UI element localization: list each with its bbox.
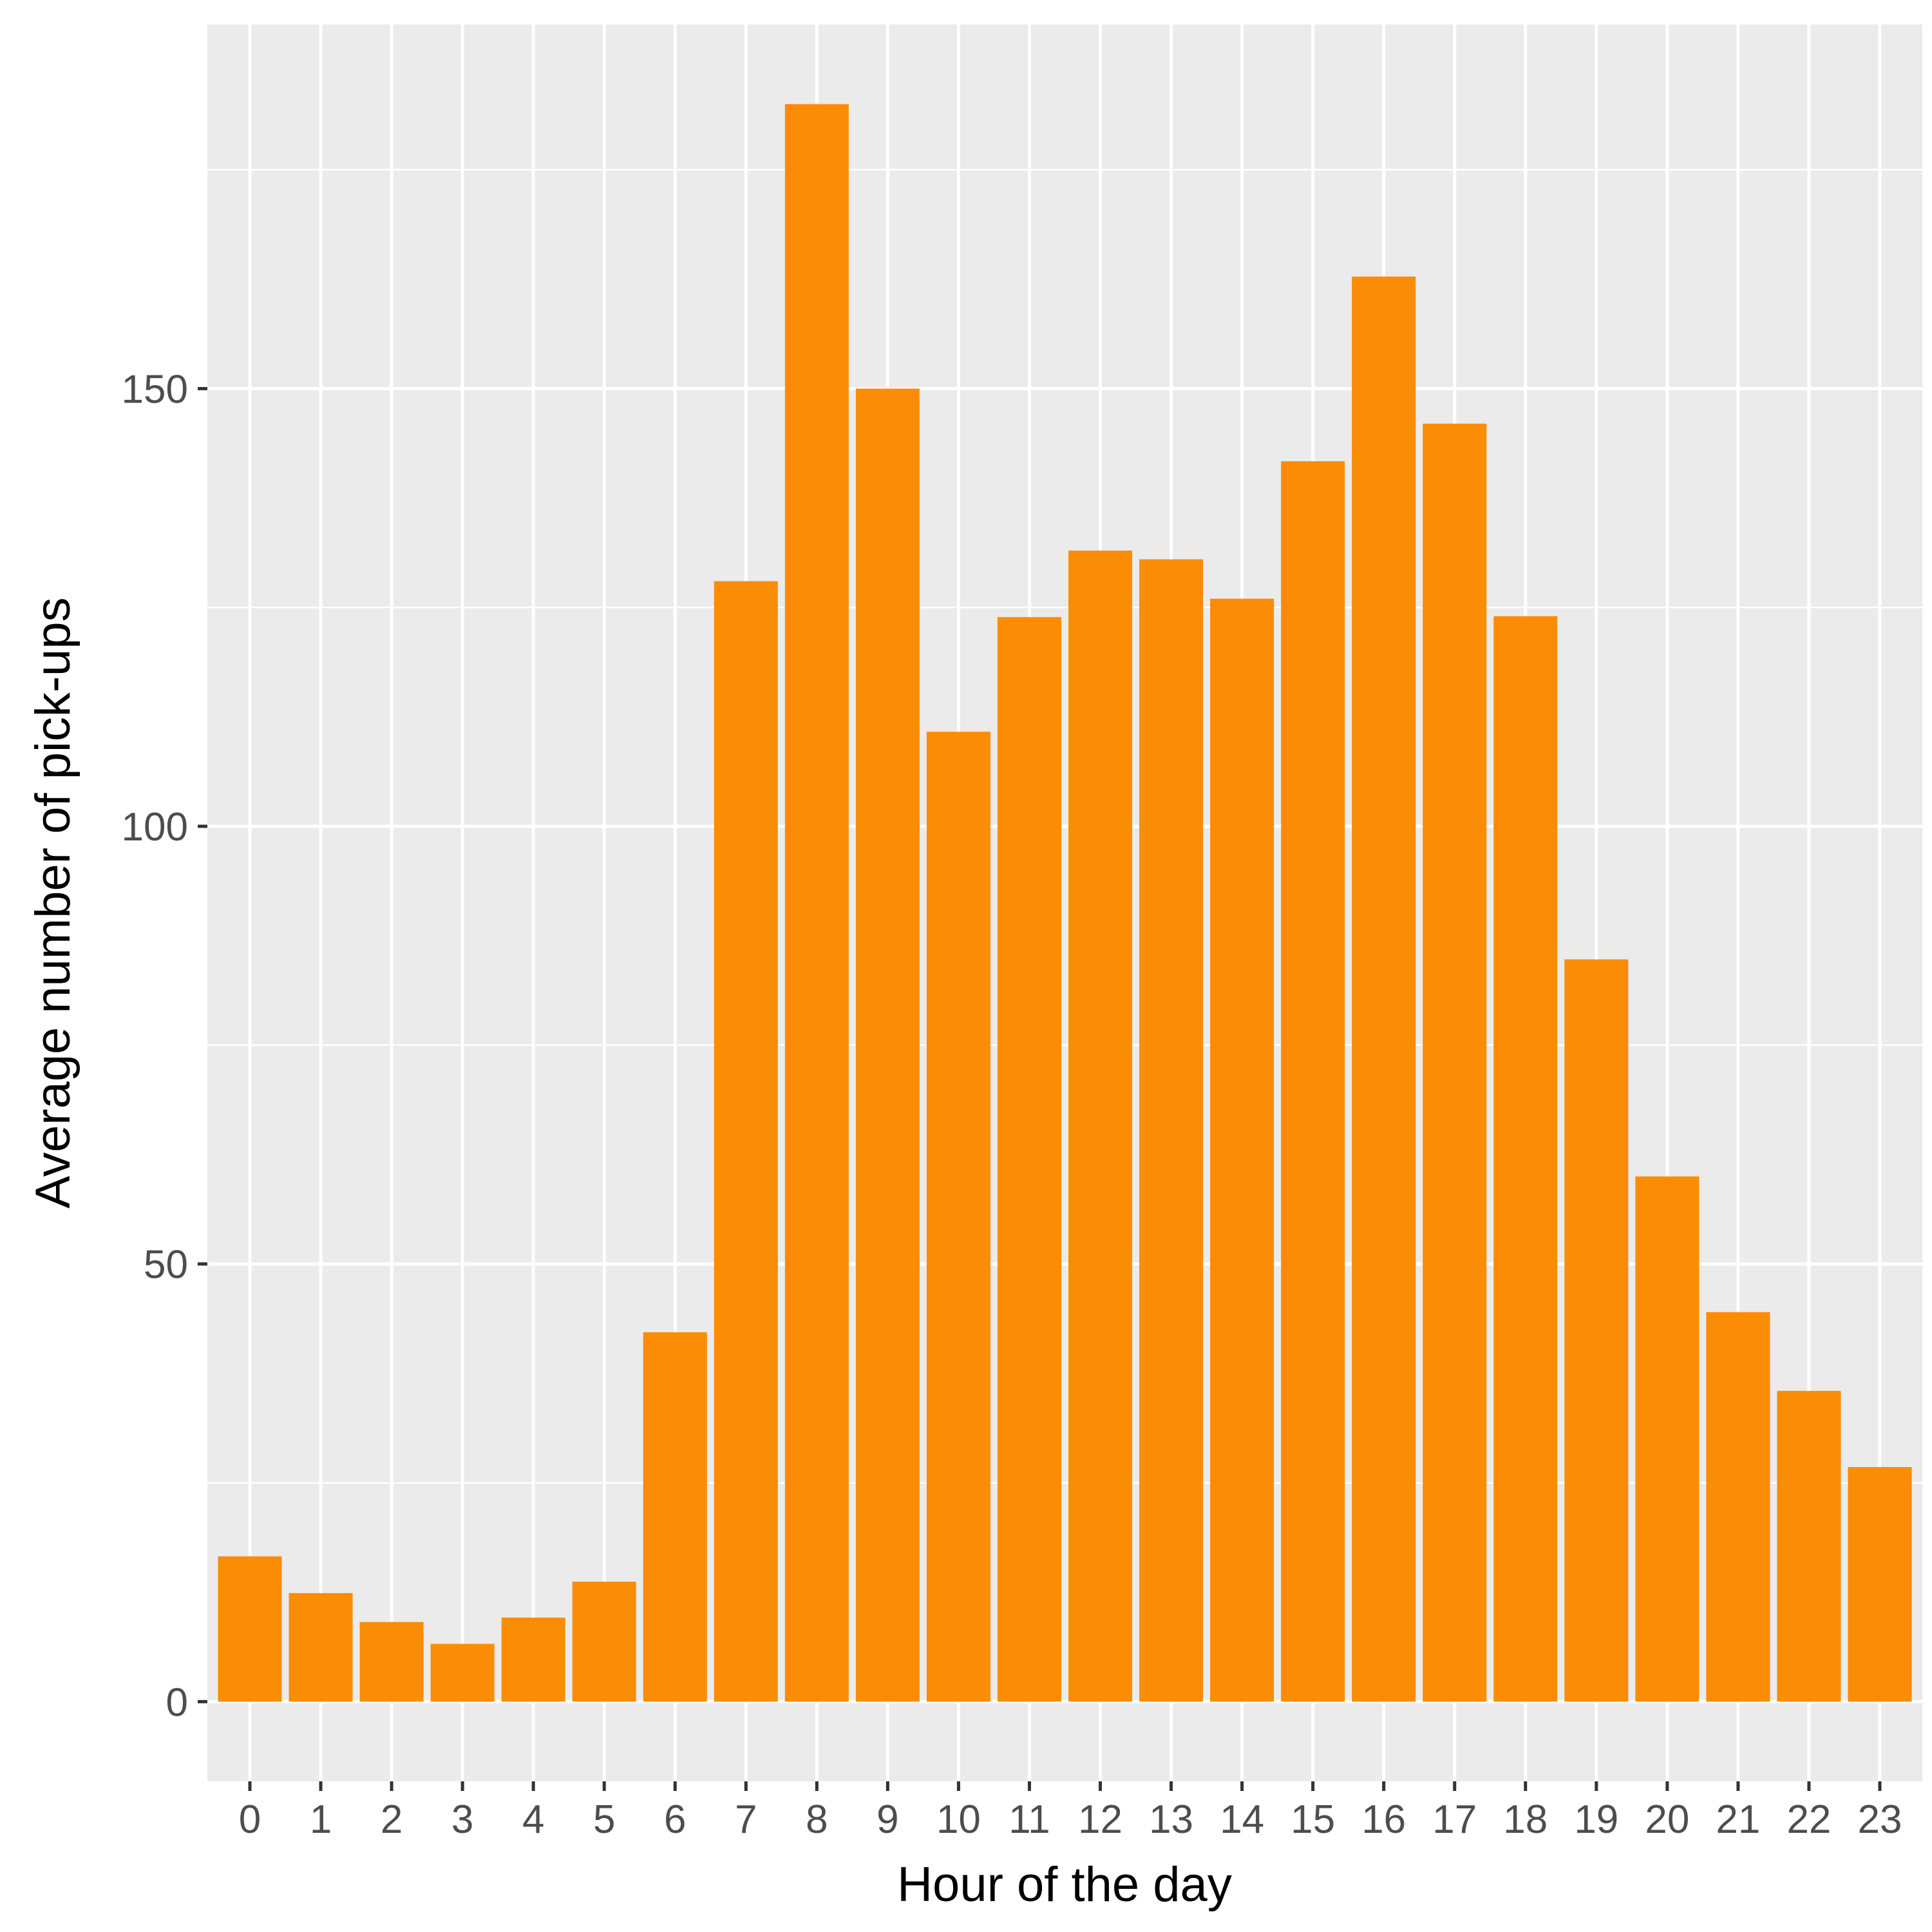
bar-hour-14 (1210, 598, 1274, 1702)
bar-hour-17 (1423, 423, 1487, 1702)
x-tick-label: 18 (1503, 1797, 1548, 1842)
x-tick-label: 23 (1857, 1797, 1902, 1842)
y-tick-label: 0 (166, 1680, 188, 1725)
y-tick-label: 100 (122, 805, 188, 849)
bar-hour-0 (218, 1556, 282, 1702)
bar-hour-13 (1139, 559, 1204, 1702)
bar-hour-19 (1564, 959, 1629, 1702)
x-tick-label: 0 (239, 1797, 261, 1842)
bar-hour-9 (855, 388, 920, 1702)
bar-hour-12 (1068, 550, 1133, 1702)
x-tick-label: 8 (806, 1797, 828, 1842)
x-tick-label: 2 (381, 1797, 402, 1842)
x-tick-label: 16 (1361, 1797, 1406, 1842)
bar-hour-3 (430, 1643, 495, 1702)
bar-hour-10 (926, 732, 990, 1702)
x-tick-label: 20 (1645, 1797, 1689, 1842)
x-tick-label: 6 (664, 1797, 686, 1842)
x-tick-label: 14 (1220, 1797, 1264, 1842)
x-tick-label: 22 (1786, 1797, 1831, 1842)
bar-hour-4 (501, 1617, 565, 1702)
x-axis-title: Hour of the day (897, 1857, 1232, 1912)
x-tick-label: 17 (1432, 1797, 1477, 1842)
x-tick-label: 7 (735, 1797, 757, 1842)
bar-hour-5 (572, 1582, 636, 1702)
bar-hour-18 (1493, 616, 1558, 1702)
bar-hour-2 (359, 1622, 424, 1702)
y-axis: 0 50 100 150 (122, 367, 207, 1725)
bar-hour-21 (1706, 1312, 1770, 1702)
x-tick-label: 15 (1291, 1797, 1335, 1842)
bar-hour-8 (784, 104, 849, 1702)
x-tick-label: 4 (522, 1797, 544, 1842)
x-tick-label: 12 (1078, 1797, 1122, 1842)
bar-hour-22 (1777, 1390, 1841, 1702)
x-tick-label: 11 (1009, 1797, 1050, 1842)
x-tick-label: 3 (451, 1797, 473, 1842)
bar-hour-20 (1635, 1176, 1700, 1702)
x-tick-label: 13 (1149, 1797, 1193, 1842)
bar-hour-11 (997, 617, 1061, 1702)
bar-hour-16 (1352, 276, 1416, 1702)
bars (218, 104, 1912, 1702)
x-tick-label: 10 (936, 1797, 981, 1842)
bar-hour-23 (1848, 1467, 1912, 1702)
bar-hour-1 (289, 1593, 353, 1702)
x-tick-label: 1 (310, 1797, 332, 1842)
x-tick-label: 5 (593, 1797, 615, 1842)
y-axis-title: Average number of pick-ups (26, 597, 80, 1208)
y-tick-label: 50 (144, 1243, 188, 1287)
bar-hour-6 (643, 1332, 707, 1702)
x-tick-label: 19 (1574, 1797, 1618, 1842)
x-tick-label: 9 (876, 1797, 898, 1842)
x-tick-label: 21 (1716, 1797, 1760, 1842)
y-tick-label: 150 (122, 367, 188, 412)
bar-hour-15 (1281, 461, 1345, 1702)
bar-hour-7 (714, 581, 778, 1702)
x-axis: 0 1 2 3 4 5 6 7 8 9 10 11 12 13 14 15 16 17 18 19 20 21 22 23 (239, 1781, 1902, 1842)
